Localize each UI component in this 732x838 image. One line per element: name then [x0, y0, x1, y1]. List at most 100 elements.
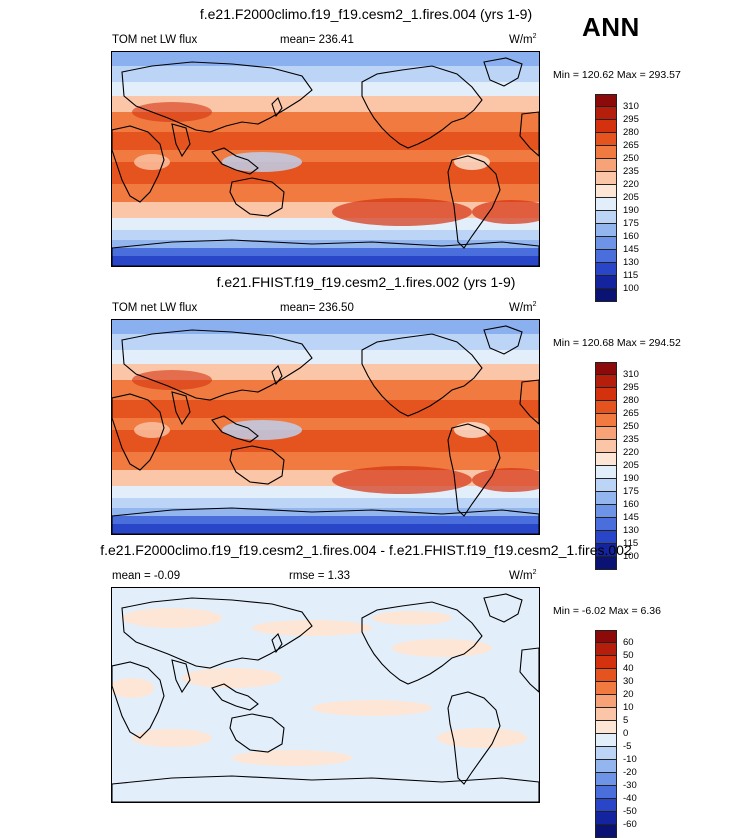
- colorbar-box: [595, 518, 617, 531]
- colorbar: [595, 94, 617, 302]
- colorbar-label: 0: [623, 728, 629, 739]
- colorbar-label: 100: [623, 283, 639, 294]
- colorbar-box: [595, 237, 617, 250]
- map-svg: [112, 320, 539, 534]
- colorbar-box: [595, 133, 617, 146]
- colorbar-box: [595, 669, 617, 682]
- coastline: [271, 97, 283, 118]
- coastline: [229, 445, 285, 485]
- field-anomaly: [112, 678, 154, 698]
- colorbar-label: 205: [623, 192, 639, 203]
- colorbar-label: 310: [623, 101, 639, 112]
- colorbar-label: 30: [623, 676, 634, 687]
- field-anomaly: [134, 422, 170, 438]
- colorbar-box: [595, 198, 617, 211]
- panel-test: f.e21.F2000climo.f19_f19.cesm2_1.fires.0…: [0, 0, 732, 302]
- colorbar-box: [595, 505, 617, 518]
- field-anomaly: [222, 420, 302, 440]
- colorbar-label: 175: [623, 218, 639, 229]
- colorbar-label: 190: [623, 473, 639, 484]
- field-band: [112, 320, 539, 334]
- field-band: [112, 498, 539, 508]
- mean-label: mean = -0.09: [112, 570, 181, 582]
- colorbar-box: [595, 760, 617, 773]
- colorbar-label: 10: [623, 702, 634, 713]
- coastline: [361, 601, 483, 685]
- colorbar-box: [595, 250, 617, 263]
- colorbar-label: 220: [623, 179, 639, 190]
- field-band: [112, 350, 539, 364]
- colorbar-box: [595, 466, 617, 479]
- coastline: [171, 123, 191, 158]
- field-band: [112, 52, 539, 66]
- colorbar-box: [595, 120, 617, 133]
- colorbar-box: [595, 492, 617, 505]
- colorbar-box: [595, 211, 617, 224]
- colorbar-box: [595, 146, 617, 159]
- colorbar-box: [595, 544, 617, 557]
- coastline: [483, 593, 523, 623]
- field-band: [112, 418, 539, 430]
- colorbar-label: 115: [623, 270, 639, 281]
- coastline: [121, 597, 313, 669]
- units-label: W/m2: [509, 301, 537, 314]
- colorbar-box: [595, 656, 617, 669]
- coastline: [519, 111, 539, 157]
- colorbar-label: 280: [623, 395, 639, 406]
- coastline: [483, 57, 523, 87]
- field-band: [112, 524, 539, 534]
- panel-ref: f.e21.FHIST.f19_f19.cesm2_1.fires.002 (y…: [0, 268, 732, 570]
- field-band: [112, 184, 539, 202]
- coastline: [519, 647, 539, 693]
- coastline: [447, 691, 501, 785]
- colorbar-label: 40: [623, 663, 634, 674]
- colorbar-label: 310: [623, 369, 639, 380]
- coastline: [112, 661, 165, 739]
- colorbar-label: 130: [623, 257, 639, 268]
- rmse-label: rmse = 1.33: [289, 570, 351, 582]
- coastline: [121, 61, 313, 133]
- field-anomaly: [122, 608, 222, 628]
- field-band: [112, 248, 539, 256]
- colorbar-box: [595, 557, 617, 570]
- field-band: [112, 516, 539, 524]
- field-band: [112, 400, 539, 418]
- colorbar-box: [595, 695, 617, 708]
- field-anomaly: [222, 152, 302, 172]
- colorbar-label: -10: [623, 754, 637, 765]
- field-band: [112, 66, 539, 82]
- field-anomaly: [134, 154, 170, 170]
- field-anomaly: [132, 370, 212, 390]
- colorbar-box: [595, 825, 617, 838]
- field-band: [112, 132, 539, 150]
- panel-diff: f.e21.F2000climo.f19_f19.cesm2_1.fires.0…: [0, 536, 732, 838]
- field-anomaly: [454, 154, 490, 170]
- field-anomaly: [454, 422, 490, 438]
- colorbar-label: 5: [623, 715, 629, 726]
- colorbar-label: -5: [623, 741, 632, 752]
- colorbar-label: 130: [623, 525, 639, 536]
- field-band: [112, 380, 539, 400]
- field-anomaly: [252, 620, 372, 636]
- map-svg: [112, 588, 539, 802]
- field-band: [112, 218, 539, 230]
- colorbar-label: 190: [623, 205, 639, 216]
- colorbar-box: [595, 531, 617, 544]
- coastline: [112, 239, 539, 266]
- field-band: [112, 150, 539, 162]
- coastline: [211, 683, 259, 711]
- mean-label: mean= 236.50: [280, 302, 354, 314]
- colorbar-box: [595, 224, 617, 237]
- colorbar-box: [595, 107, 617, 120]
- map-plot: [111, 319, 540, 535]
- coastline: [447, 155, 501, 249]
- colorbar-box: [595, 453, 617, 466]
- field-anomaly: [332, 466, 472, 494]
- coastline: [229, 713, 285, 753]
- field-anomaly: [437, 728, 527, 748]
- coastline: [361, 65, 483, 149]
- colorbar-box: [595, 172, 617, 185]
- colorbar-label: 235: [623, 166, 639, 177]
- field-band: [112, 112, 539, 132]
- field-anomaly: [312, 700, 432, 716]
